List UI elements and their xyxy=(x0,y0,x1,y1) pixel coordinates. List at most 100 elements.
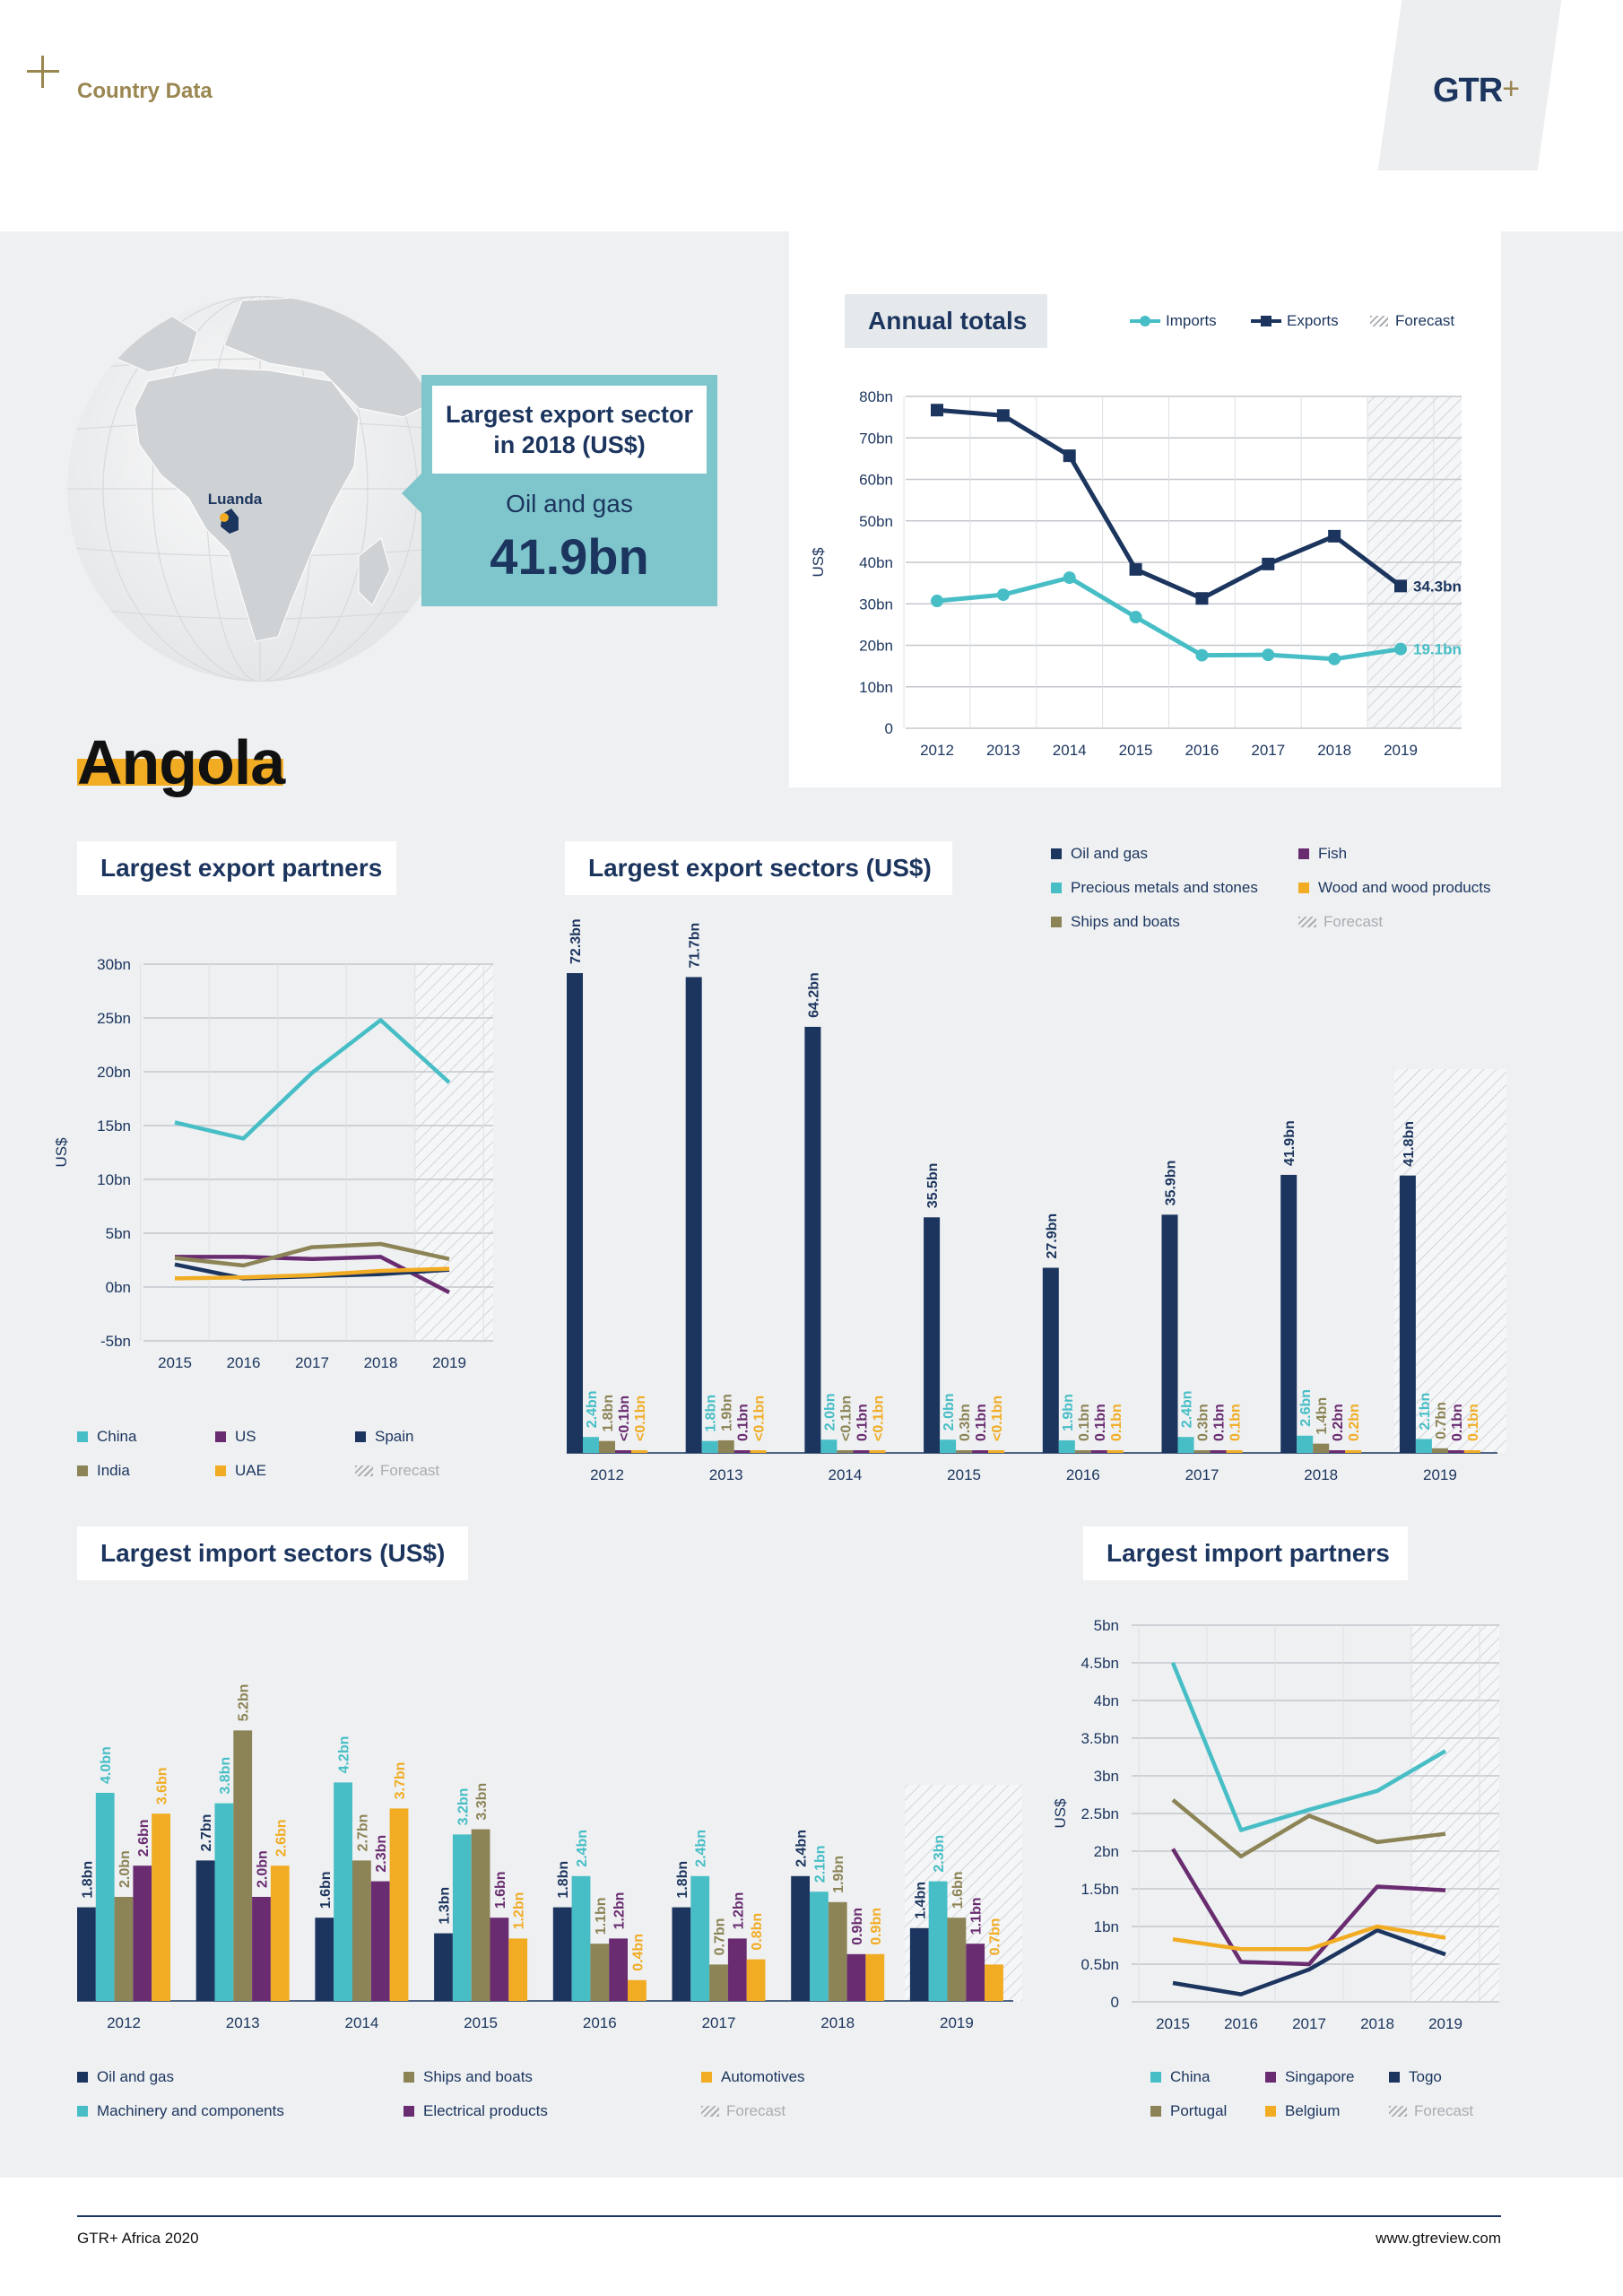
bar-value-label: 0.1bn xyxy=(736,1404,751,1441)
y-tick-label: 1bn xyxy=(1094,1918,1119,1935)
bar xyxy=(820,1439,838,1453)
bar-value-label: 41.8bn xyxy=(1402,1121,1417,1167)
bar xyxy=(631,1450,647,1453)
bar xyxy=(791,1875,810,2001)
bar-value-label: 0.1bn xyxy=(1228,1404,1244,1441)
legend-automotives: Automotives xyxy=(701,2068,805,2086)
bar-value-label: 1.8bn xyxy=(601,1395,616,1432)
y-axis-label: US$ xyxy=(1052,1798,1069,1829)
bar xyxy=(583,1437,599,1453)
y-tick-label: 2bn xyxy=(1094,1843,1119,1860)
bar-value-label: 1.2bn xyxy=(612,1892,628,1930)
bar xyxy=(490,1918,509,2001)
y-tick-label: 50bn xyxy=(859,513,893,530)
bar-value-label: <0.1bn xyxy=(838,1396,854,1441)
bar-value-label: 0.8bn xyxy=(750,1913,765,1951)
export-sectors-title: Largest export sectors (US$) xyxy=(565,841,952,895)
bar xyxy=(95,1793,115,2001)
x-tick-label: 2018 xyxy=(820,2014,855,2031)
import-sectors-legend: Oil and gas Ships and boats Automotives … xyxy=(77,2068,884,2122)
y-tick-label: 20bn xyxy=(97,1064,131,1081)
x-tick-label: 2015 xyxy=(947,1466,981,1483)
x-tick-label: 2017 xyxy=(702,2014,736,2031)
bar xyxy=(750,1450,767,1453)
bar xyxy=(370,1881,390,2001)
x-tick-label: 2013 xyxy=(986,742,1020,759)
y-tick-label: -5bn xyxy=(100,1333,131,1350)
bar-value-label: <0.1bn xyxy=(617,1396,632,1441)
data-point xyxy=(996,409,1010,422)
legend-togo: Togo xyxy=(1389,2068,1442,2086)
country-title: Angola xyxy=(77,727,285,797)
footer-publication: GTR+ Africa 2020 xyxy=(77,2230,199,2247)
bar-value-label: <0.1bn xyxy=(633,1396,648,1441)
bar-value-label: 0.1bn xyxy=(1109,1404,1124,1441)
bar-value-label: <0.1bn xyxy=(871,1396,886,1441)
import-sectors-title: Largest import sectors (US$) xyxy=(77,1526,468,1580)
bar-value-label: 0.7bn xyxy=(1434,1402,1449,1439)
y-axis-label: US$ xyxy=(54,1137,70,1168)
bar xyxy=(804,1026,821,1453)
data-point xyxy=(1328,652,1341,665)
bar-value-label: 1.6bn xyxy=(493,1871,508,1909)
bar-value-label: 2.6bn xyxy=(273,1819,289,1857)
bar xyxy=(1447,1450,1464,1453)
bar-value-label: 2.4bn xyxy=(575,1830,590,1867)
bar xyxy=(727,1938,747,2001)
legend-china: China xyxy=(1150,2068,1210,2086)
legend-exports: Exports xyxy=(1251,312,1339,330)
bar xyxy=(571,1875,591,2001)
x-tick-label: 2016 xyxy=(1066,1466,1100,1483)
y-tick-label: 15bn xyxy=(97,1118,131,1135)
y-tick-label: 3bn xyxy=(1094,1768,1119,1785)
footer-website-link[interactable]: www.gtreview.com xyxy=(1376,2230,1501,2247)
bar xyxy=(865,1953,885,2001)
x-tick-label: 2012 xyxy=(107,2014,141,2031)
legend-precious-metals: Precious metals and stones xyxy=(1051,879,1258,897)
x-tick-label: 2019 xyxy=(1423,1466,1457,1483)
bar-value-label: 3.3bn xyxy=(474,1783,490,1821)
data-point xyxy=(931,595,943,608)
bar-value-label: 1.8bn xyxy=(704,1395,719,1432)
series-line-exports xyxy=(936,407,1402,601)
x-tick-label: 2017 xyxy=(1185,1466,1219,1483)
x-tick-label: 2016 xyxy=(1224,2015,1258,2032)
bar xyxy=(1058,1439,1075,1453)
export-sector-callout: Largest export sector in 2018 (US$) Oil a… xyxy=(402,375,717,606)
bar xyxy=(567,972,583,1453)
series-line-portugal xyxy=(1171,1798,1446,1859)
bar xyxy=(609,1938,628,2001)
legend-forecast: Forecast xyxy=(1370,312,1454,330)
bar-value-label: 1.8bn xyxy=(556,1861,571,1899)
legend-uae: UAE xyxy=(215,1462,266,1480)
data-point xyxy=(996,588,1010,602)
bar-value-label: 1.2bn xyxy=(512,1892,527,1930)
y-tick-label: 4bn xyxy=(1094,1692,1119,1709)
bar xyxy=(1042,1267,1059,1453)
legend-forecast: Forecast xyxy=(701,2102,785,2120)
export-partners-chart: -5bn 0bn 5bn 10bn 15bn 20bn 25bn 30bn 2015 2016 20… xyxy=(54,956,493,1371)
bar xyxy=(114,1897,134,2001)
series-line-china xyxy=(1170,1662,1447,1832)
bar-value-label: 2.1bn xyxy=(812,1845,828,1883)
bar xyxy=(471,1829,490,2001)
bar-value-label: 0.3bn xyxy=(1196,1404,1211,1441)
bar-value-label: 5.2bn xyxy=(237,1684,252,1722)
bar xyxy=(1313,1443,1330,1453)
y-tick-label: 0bn xyxy=(106,1279,131,1296)
x-tick-label: 2013 xyxy=(709,1466,743,1483)
gtr-logo: GTR+ xyxy=(1433,72,1520,109)
bar-value-label: 3.7bn xyxy=(393,1762,408,1800)
bar-value-label: 1.8bn xyxy=(675,1861,690,1899)
legend-forecast: Forecast xyxy=(355,1462,439,1480)
export-partners-legend: China US Spain India UAE Forecast xyxy=(77,1428,490,1482)
bar xyxy=(810,1892,829,2001)
y-tick-label: 2.5bn xyxy=(1081,1805,1119,1822)
bar xyxy=(1431,1448,1448,1453)
legend-belgium: Belgium xyxy=(1265,2102,1340,2120)
x-tick-label: 2017 xyxy=(295,1354,329,1371)
bar xyxy=(590,1944,610,2001)
bar-value-label: 0.9bn xyxy=(850,1908,865,1945)
bar-value-label: 2.0bn xyxy=(256,1850,271,1888)
bar-value-label: 2.7bn xyxy=(199,1814,214,1852)
